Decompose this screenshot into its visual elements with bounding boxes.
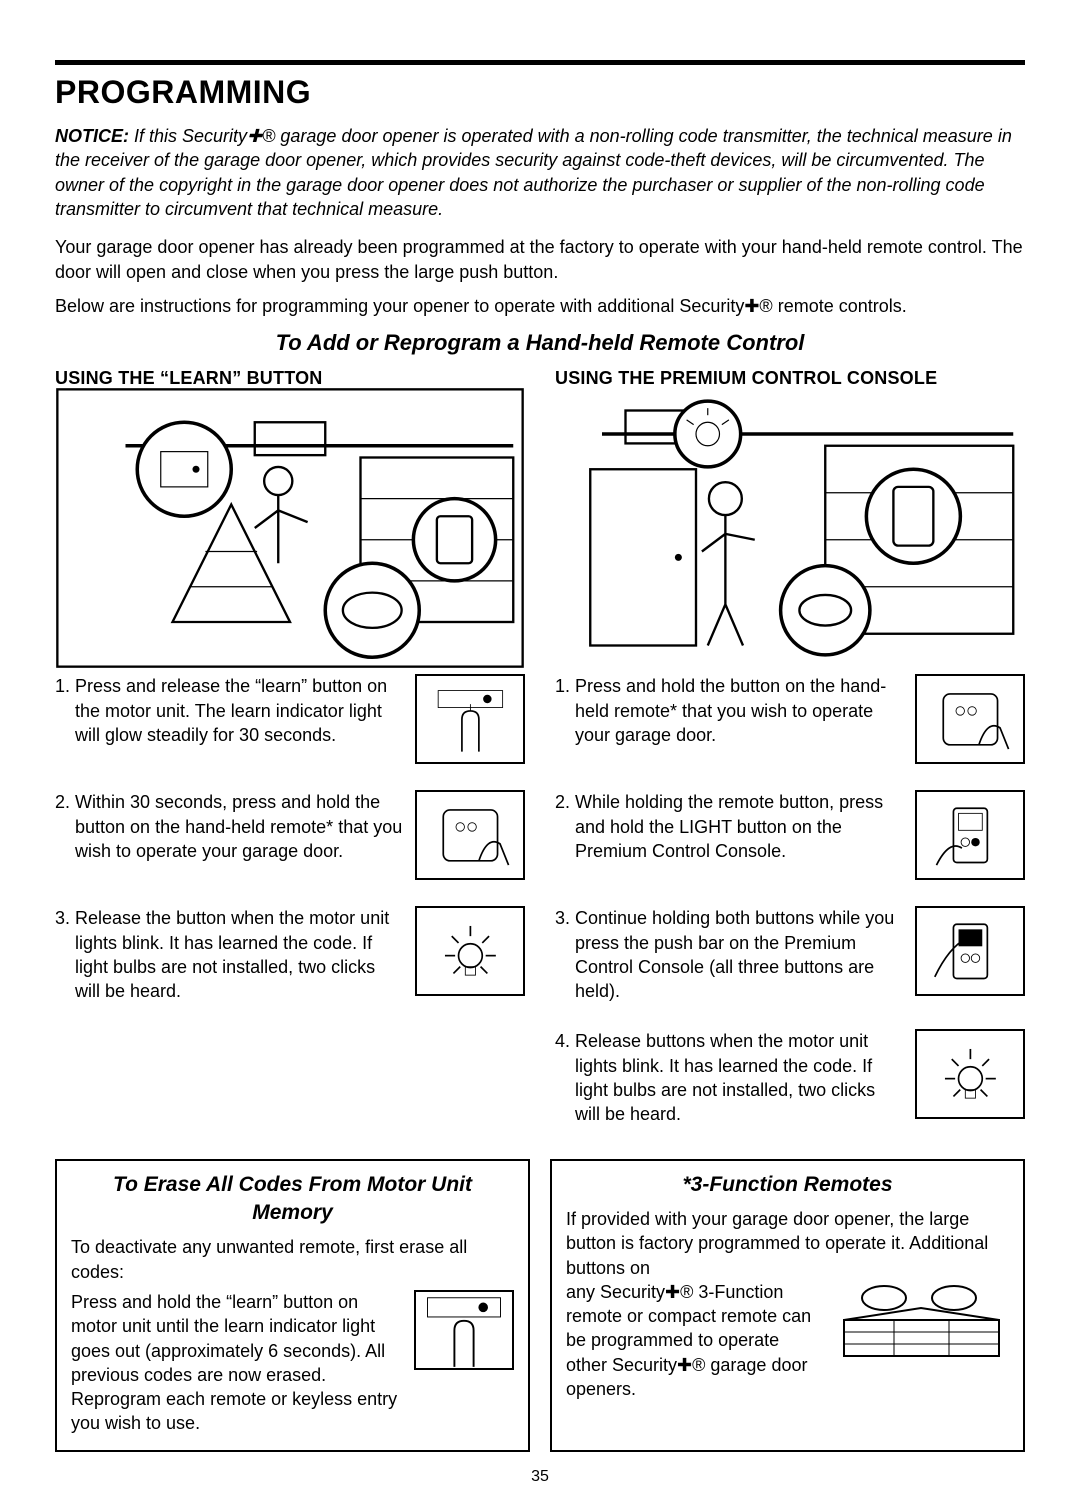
bulb-flash-icon [915, 1029, 1025, 1119]
step-number: 1. [55, 674, 75, 747]
intro-para-1: Your garage door opener has already been… [55, 235, 1025, 284]
intro-para-2: Below are instructions for programming y… [55, 294, 1025, 318]
console-light-icon [915, 790, 1025, 880]
step-text: Continue holding both buttons while you … [575, 906, 903, 1003]
erase-box: To Erase All Codes From Motor Unit Memor… [55, 1159, 530, 1452]
left-step-2: 2. Within 30 seconds, press and hold the… [55, 790, 525, 880]
right-step-3: 3. Continue holding both buttons while y… [555, 906, 1025, 1003]
func3-body-top: If provided with your garage door opener… [566, 1207, 1009, 1280]
step-number: 2. [555, 790, 575, 863]
column-learn: USING THE “LEARN” BUTTON [55, 366, 525, 1153]
right-step-2: 2. While holding the remote button, pres… [555, 790, 1025, 880]
notice-text: If this Security✚® garage door opener is… [55, 126, 1012, 219]
func3-body-side: any Security✚® 3-Function remote or comp… [566, 1280, 824, 1401]
notice-paragraph: NOTICE: If this Security✚® garage door o… [55, 124, 1025, 221]
func3-title: *3-Function Remotes [566, 1171, 1009, 1199]
step-number: 1. [555, 674, 575, 747]
step-text: Press and release the “learn” button on … [75, 674, 403, 747]
console-bar-icon [915, 906, 1025, 996]
three-function-box: *3-Function Remotes If provided with you… [550, 1159, 1025, 1452]
bulb-flash-icon [415, 906, 525, 996]
section-title: To Add or Reprogram a Hand-held Remote C… [55, 328, 1025, 358]
remote-press-icon [415, 790, 525, 880]
page-number: 35 [55, 1466, 1025, 1488]
remotes-house-icon [834, 1280, 1009, 1360]
learn-button-icon [415, 674, 525, 764]
step-text: While holding the remote button, press a… [575, 790, 903, 863]
erase-title: To Erase All Codes From Motor Unit Memor… [71, 1171, 514, 1228]
page-title: PROGRAMMING [55, 71, 1025, 114]
step-text: Press and hold the button on the hand-he… [575, 674, 903, 747]
remote-press-icon [915, 674, 1025, 764]
column-console: USING THE PREMIUM CONTROL CONSOLE [555, 366, 1025, 1153]
notice-label: NOTICE: [55, 126, 129, 146]
learn-button-icon [414, 1290, 514, 1370]
step-text: Within 30 seconds, press and hold the bu… [75, 790, 403, 863]
step-number: 2. [55, 790, 75, 863]
right-step-4: 4. Release buttons when the motor unit l… [555, 1029, 1025, 1126]
left-step-1: 1. Press and release the “learn” button … [55, 674, 525, 764]
left-step-3: 3. Release the button when the motor uni… [55, 906, 525, 1003]
step-text: Release the button when the motor unit l… [75, 906, 403, 1003]
erase-intro: To deactivate any unwanted remote, first… [71, 1235, 514, 1284]
garage-scene-right-icon [555, 398, 1025, 658]
step-number: 3. [55, 906, 75, 1003]
step-number: 4. [555, 1029, 575, 1126]
garage-scene-left-icon [55, 398, 525, 658]
erase-body: Press and hold the “learn” button on mot… [71, 1290, 404, 1436]
right-step-1: 1. Press and hold the button on the hand… [555, 674, 1025, 764]
step-number: 3. [555, 906, 575, 1003]
step-text: Release buttons when the motor unit ligh… [575, 1029, 903, 1126]
